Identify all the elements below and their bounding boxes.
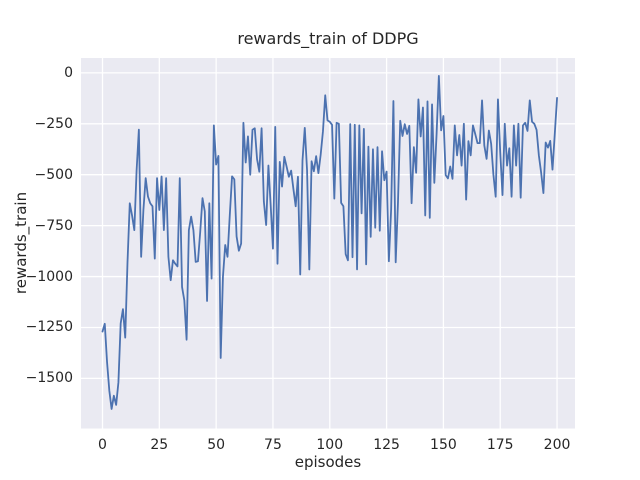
y-tick-label: −750 — [34, 217, 73, 234]
y-tick-label: −1250 — [25, 319, 73, 336]
y-tick-label: −500 — [34, 166, 73, 183]
x-tick-label: 175 — [486, 437, 514, 453]
y-tick-label: −1500 — [25, 370, 73, 387]
x-tick-label: 25 — [150, 437, 169, 453]
y-tick-label: 0 — [64, 64, 73, 81]
chart-title: rewards_train of DDPG — [237, 29, 419, 48]
x-tick-label: 150 — [430, 437, 457, 453]
series-line — [101, 75, 558, 410]
x-axis-label: episodes — [294, 453, 362, 471]
y-tick-label: −250 — [34, 115, 73, 132]
x-tick-label: 50 — [207, 437, 226, 453]
y-tick-label: −1000 — [25, 268, 73, 285]
x-tick-label: 0 — [98, 437, 107, 453]
x-tick-label: 75 — [264, 437, 282, 453]
x-tick-label: 125 — [373, 437, 400, 453]
x-tick-label: 100 — [316, 437, 344, 453]
x-tick-label: 200 — [543, 437, 571, 453]
